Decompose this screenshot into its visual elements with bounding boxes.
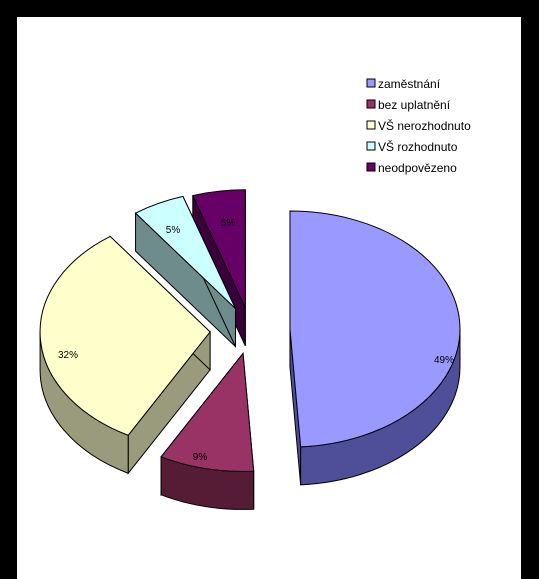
legend-label-3: VŠ nerozhodnuto <box>378 118 471 133</box>
legend-swatch-1 <box>366 78 376 88</box>
legend: zaměstnání bez uplatnění VŠ nerozhodnuto VŠ… <box>366 77 471 175</box>
legend-swatch-3 <box>366 120 376 130</box>
legend-label-2: bez uplatnění <box>378 98 451 112</box>
legend-swatch-4 <box>366 141 376 151</box>
slice-top-2 <box>160 352 255 472</box>
slice-top-5 <box>192 189 246 308</box>
legend-label-4: VŠ rozhodnuto <box>378 139 458 154</box>
data-label-1: 49% <box>434 355 454 366</box>
data-label-4: 5% <box>166 225 181 236</box>
slice-top-4 <box>134 195 236 309</box>
legend-swatch-5 <box>366 162 376 172</box>
slice-top-3 <box>39 235 211 436</box>
data-label-layer: 49% 9% 32% 5% 5% <box>58 218 454 463</box>
slice-top-1 <box>289 210 461 448</box>
legend-label-5: neodpovězeno <box>378 161 457 175</box>
data-label-2: 9% <box>193 452 208 463</box>
legend-swatch-2 <box>366 99 376 109</box>
data-label-5: 5% <box>221 218 236 229</box>
legend-label-1: zaměstnání <box>378 77 441 91</box>
pie-top-layer <box>39 189 461 472</box>
data-label-3: 32% <box>58 350 78 361</box>
